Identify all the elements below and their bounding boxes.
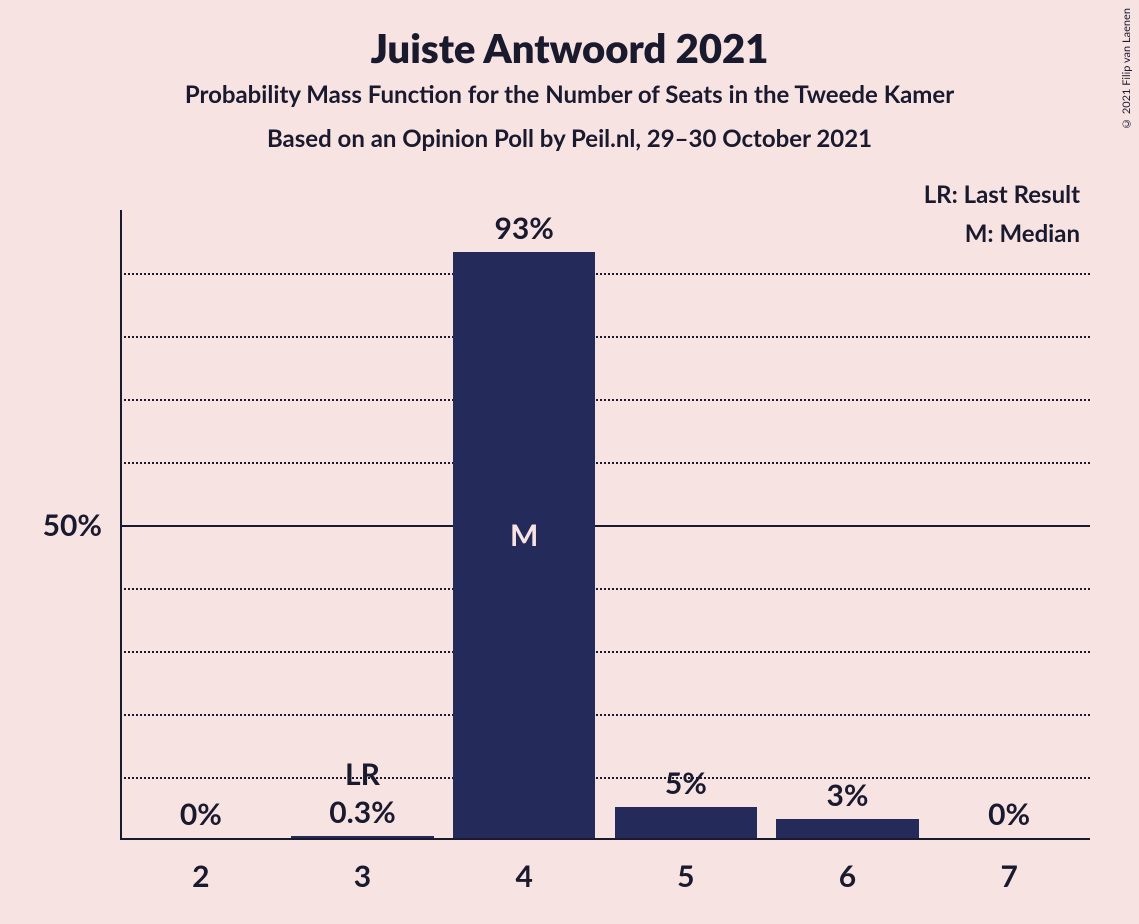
gridline-major	[120, 525, 1090, 527]
bar-value-label: 0.3%	[329, 794, 396, 830]
x-axis-category: 6	[839, 858, 856, 894]
y-axis-label: 50%	[43, 507, 102, 543]
chart-legend: LR: Last Result M: Median	[924, 180, 1080, 258]
chart-subtitle-2: Based on an Opinion Poll by Peil.nl, 29–…	[0, 124, 1139, 153]
gridline-minor	[120, 336, 1090, 338]
x-axis-category: 5	[677, 858, 694, 894]
gridline-minor	[120, 777, 1090, 779]
gridline-minor	[120, 588, 1090, 590]
legend-lr: LR: Last Result	[924, 180, 1080, 209]
x-axis-category: 4	[515, 858, 532, 894]
chart-title: Juiste Antwoord 2021	[0, 24, 1139, 72]
bar	[291, 836, 433, 838]
gridline-minor	[120, 273, 1090, 275]
x-axis-category: 3	[354, 858, 371, 894]
x-axis-category: 7	[1000, 858, 1017, 894]
bar-value-label: 93%	[494, 210, 553, 246]
gridline-minor	[120, 462, 1090, 464]
x-axis-category: 2	[192, 858, 209, 894]
bar-value-label: 0%	[180, 796, 222, 832]
bar-value-label: 3%	[827, 777, 869, 813]
gridline-minor	[120, 399, 1090, 401]
x-axis	[120, 838, 1090, 840]
bar-value-label: 0%	[988, 796, 1030, 832]
chart-plot-area: LR: Last Result M: Median 0%0.3%LR93%M5%…	[120, 210, 1090, 840]
bar-value-label: 5%	[665, 765, 707, 801]
last-result-marker: LR	[345, 756, 380, 792]
bar	[615, 807, 757, 839]
legend-m: M: Median	[924, 219, 1080, 248]
chart-subtitle-1: Probability Mass Function for the Number…	[0, 80, 1139, 109]
median-marker: M	[510, 517, 538, 553]
gridline-minor	[120, 714, 1090, 716]
gridline-minor	[120, 651, 1090, 653]
copyright-text: © 2021 Filip van Laenen	[1120, 8, 1133, 130]
bar	[776, 819, 918, 838]
